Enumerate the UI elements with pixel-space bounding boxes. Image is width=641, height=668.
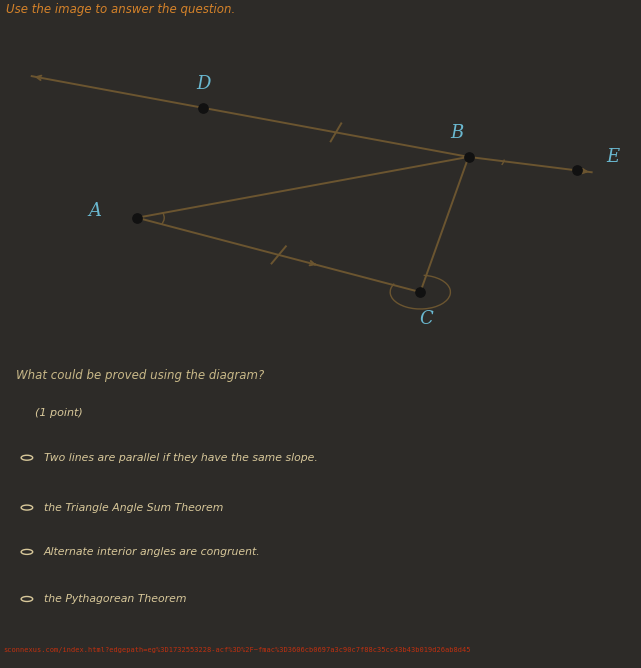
Text: A: A bbox=[88, 202, 101, 220]
Point bbox=[572, 165, 582, 176]
Text: (1 point): (1 point) bbox=[35, 408, 83, 418]
Text: Alternate interior angles are congruent.: Alternate interior angles are congruent. bbox=[44, 547, 260, 557]
Text: the Pythagorean Theorem: the Pythagorean Theorem bbox=[44, 594, 186, 604]
Text: Two lines are parallel if they have the same slope.: Two lines are parallel if they have the … bbox=[44, 453, 317, 463]
Text: D: D bbox=[196, 75, 211, 94]
Point bbox=[198, 102, 208, 113]
Point bbox=[463, 152, 474, 162]
Text: What could be proved using the diagram?: What could be proved using the diagram? bbox=[16, 369, 264, 382]
Text: B: B bbox=[450, 124, 463, 142]
Point bbox=[132, 212, 142, 223]
Text: sconnexus.com/index.html?edgepath=eg%3D1732553228-acf%3D%2F~fmac%3D3606cb0697a3c: sconnexus.com/index.html?edgepath=eg%3D1… bbox=[3, 647, 470, 653]
Text: C: C bbox=[419, 310, 433, 328]
Point bbox=[415, 287, 426, 297]
Text: Use the image to answer the question.: Use the image to answer the question. bbox=[6, 3, 236, 17]
Text: the Triangle Angle Sum Theorem: the Triangle Angle Sum Theorem bbox=[44, 502, 223, 512]
Text: E: E bbox=[606, 148, 620, 166]
